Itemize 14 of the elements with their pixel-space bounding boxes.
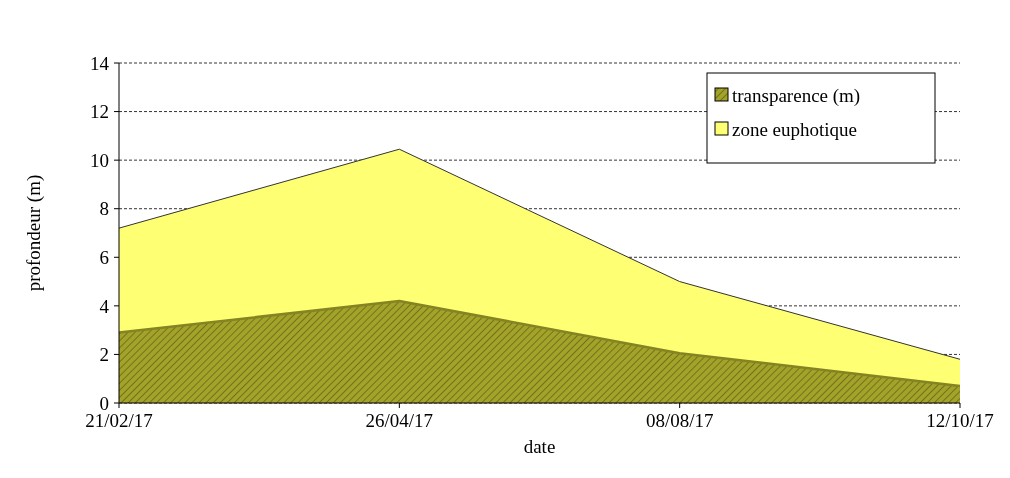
y-tick-label: 2 xyxy=(99,344,109,366)
y-tick-label: 8 xyxy=(99,198,109,220)
x-tick-label: 12/10/17 xyxy=(926,410,994,431)
y-axis-title: profondeur (m) xyxy=(23,174,45,292)
y-tick-label: 10 xyxy=(90,149,109,171)
x-tick-label: 08/08/17 xyxy=(645,410,714,431)
x-axis-title: date xyxy=(523,436,556,457)
y-tick-label: 14 xyxy=(90,52,110,74)
y-tick-label: 12 xyxy=(90,101,109,123)
legend-label: zone euphotique xyxy=(732,118,858,140)
legend-label: transparence (m) xyxy=(732,84,861,107)
x-tick-label: 26/04/17 xyxy=(365,410,434,431)
y-tick-label: 6 xyxy=(99,246,109,268)
y-tick-label: 4 xyxy=(99,295,110,317)
